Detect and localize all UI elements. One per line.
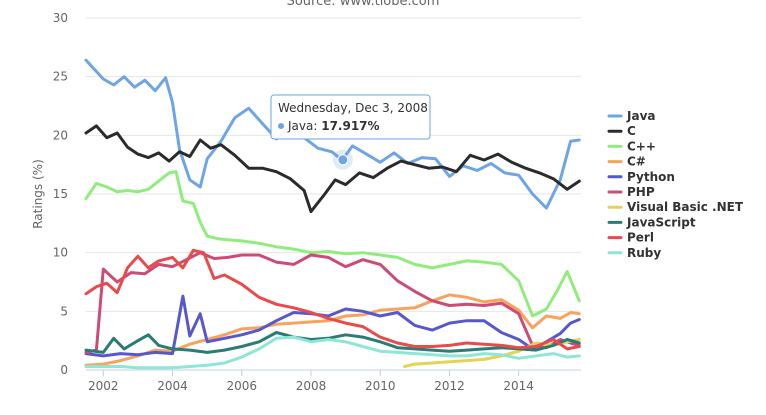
tooltip-series-dot bbox=[278, 123, 284, 129]
legend-item-php[interactable]: PHP bbox=[607, 185, 655, 199]
x-tick-label: 2012 bbox=[434, 379, 465, 393]
series-layer bbox=[84, 58, 581, 370]
x-tick-label: 2006 bbox=[226, 379, 257, 393]
tooltip-box bbox=[270, 94, 431, 140]
legend-label: C# bbox=[627, 155, 646, 169]
marker-layer bbox=[332, 149, 353, 170]
legend-item-python[interactable]: Python bbox=[607, 170, 675, 184]
y-tick-label: 10 bbox=[53, 246, 68, 260]
series-line-c-[interactable] bbox=[84, 170, 581, 318]
hover-point[interactable] bbox=[337, 154, 349, 166]
legend-label: JavaScript bbox=[626, 215, 696, 229]
tooltip-series-name: Java bbox=[287, 119, 313, 133]
legend-item-c-[interactable]: C# bbox=[607, 155, 646, 169]
x-tick-label: 2004 bbox=[157, 379, 188, 393]
legend-label: PHP bbox=[627, 185, 655, 199]
legend-label: Python bbox=[627, 170, 675, 184]
x-tick-label: 2008 bbox=[296, 379, 327, 393]
y-tick-label: 25 bbox=[53, 70, 68, 84]
legend-item-perl[interactable]: Perl bbox=[607, 231, 654, 245]
legend-label: C++ bbox=[627, 139, 656, 153]
tooltip-date: Wednesday, Dec 3, 2008 bbox=[278, 101, 428, 115]
legend-label: Visual Basic .NET bbox=[627, 200, 744, 214]
series-line-ruby[interactable] bbox=[84, 335, 581, 370]
chart-subtitle: Source: www.tiobe.com bbox=[287, 0, 440, 9]
series-line-perl[interactable] bbox=[84, 248, 581, 351]
legend-item-java[interactable]: Java bbox=[607, 109, 655, 123]
y-axis-label: Ratings (%) bbox=[31, 159, 45, 229]
series-line-java[interactable] bbox=[84, 58, 581, 210]
y-tick-label: 5 bbox=[60, 304, 68, 318]
y-tick-label: 15 bbox=[53, 187, 68, 201]
legend-item-visual-basic-net[interactable]: Visual Basic .NET bbox=[607, 200, 744, 214]
legend-item-javascript[interactable]: JavaScript bbox=[607, 215, 696, 229]
x-tick-label: 2014 bbox=[503, 379, 534, 393]
tooltip-value-line: Java: 17.917% bbox=[287, 119, 380, 133]
x-tick-label: 2002 bbox=[88, 379, 119, 393]
legend-label: C bbox=[627, 124, 636, 138]
axis-layer: Source: www.tiobe.com 0 5 10 15 20 25 30 2002 200… bbox=[31, 0, 581, 393]
tooltip-separator: : bbox=[313, 119, 321, 133]
legend-item-c-[interactable]: C++ bbox=[607, 139, 656, 153]
y-tick-label: 0 bbox=[60, 363, 68, 377]
y-tick-label: 20 bbox=[53, 128, 68, 142]
series-line-php[interactable] bbox=[84, 251, 581, 354]
legend-label: Ruby bbox=[627, 246, 661, 260]
tooltip-layer: Wednesday, Dec 3, 2008 Java: 17.917% bbox=[270, 94, 431, 140]
series-line-c[interactable] bbox=[84, 124, 581, 214]
series-line-python[interactable] bbox=[84, 294, 581, 358]
legend-label: Perl bbox=[627, 231, 654, 245]
grid-layer bbox=[86, 17, 581, 371]
series-line-javascript[interactable] bbox=[84, 331, 581, 354]
legend-item-c[interactable]: C bbox=[607, 124, 636, 138]
legend-item-ruby[interactable]: Ruby bbox=[607, 246, 661, 260]
y-tick-label: 30 bbox=[53, 11, 68, 25]
legend-label: Java bbox=[626, 109, 655, 123]
x-tick-label: 2010 bbox=[365, 379, 396, 393]
tooltip-value: 17.917% bbox=[321, 119, 379, 133]
